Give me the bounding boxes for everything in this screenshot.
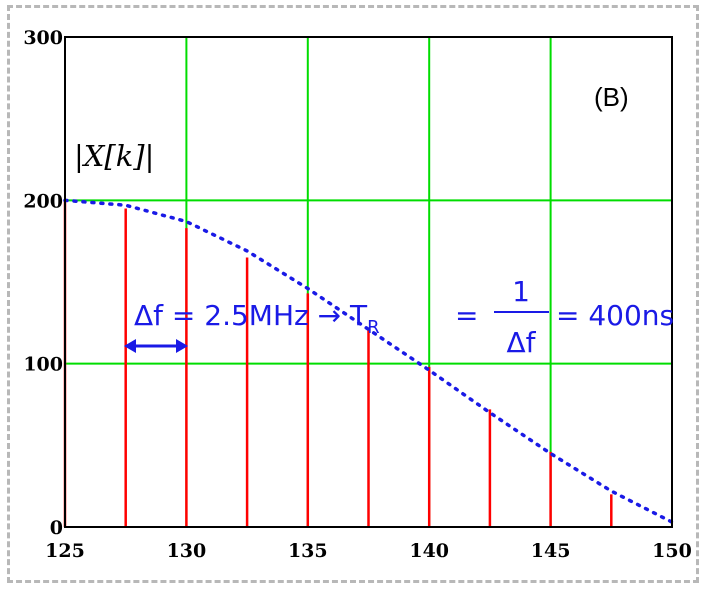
y-tick-300: 300: [23, 27, 63, 49]
y-tick-labels: 0 100 200 300: [23, 27, 63, 539]
figure-frame: [7, 5, 699, 583]
x-tick-125: 125: [45, 540, 85, 562]
x-tick-140: 140: [409, 540, 449, 562]
annotation-equals: =: [455, 299, 478, 332]
plot-border: [64, 36, 673, 528]
annotation-denominator: Δf: [506, 326, 536, 359]
x-tick-labels: 125 130 135 140 145 150: [45, 540, 692, 562]
x-tick-150: 150: [652, 540, 692, 562]
y-tick-200: 200: [23, 190, 63, 212]
x-tick-135: 135: [288, 540, 328, 562]
annotation-result: = 400ns: [556, 299, 674, 332]
x-tick-145: 145: [531, 540, 571, 562]
annotation-numerator: 1: [512, 275, 530, 308]
x-tick-130: 130: [167, 540, 207, 562]
annotation-delta-f: Δf = 2.5MHz → TR: [134, 299, 380, 338]
panel-label: (B): [594, 82, 629, 112]
y-tick-0: 0: [50, 517, 63, 539]
y-tick-100: 100: [23, 354, 63, 376]
stems: [63, 200, 613, 527]
envelope-curve: [63, 198, 674, 524]
delta-f-arrow: [124, 339, 188, 353]
y-axis-label: |X[k]|: [74, 139, 154, 173]
envelope-line: [63, 198, 674, 524]
